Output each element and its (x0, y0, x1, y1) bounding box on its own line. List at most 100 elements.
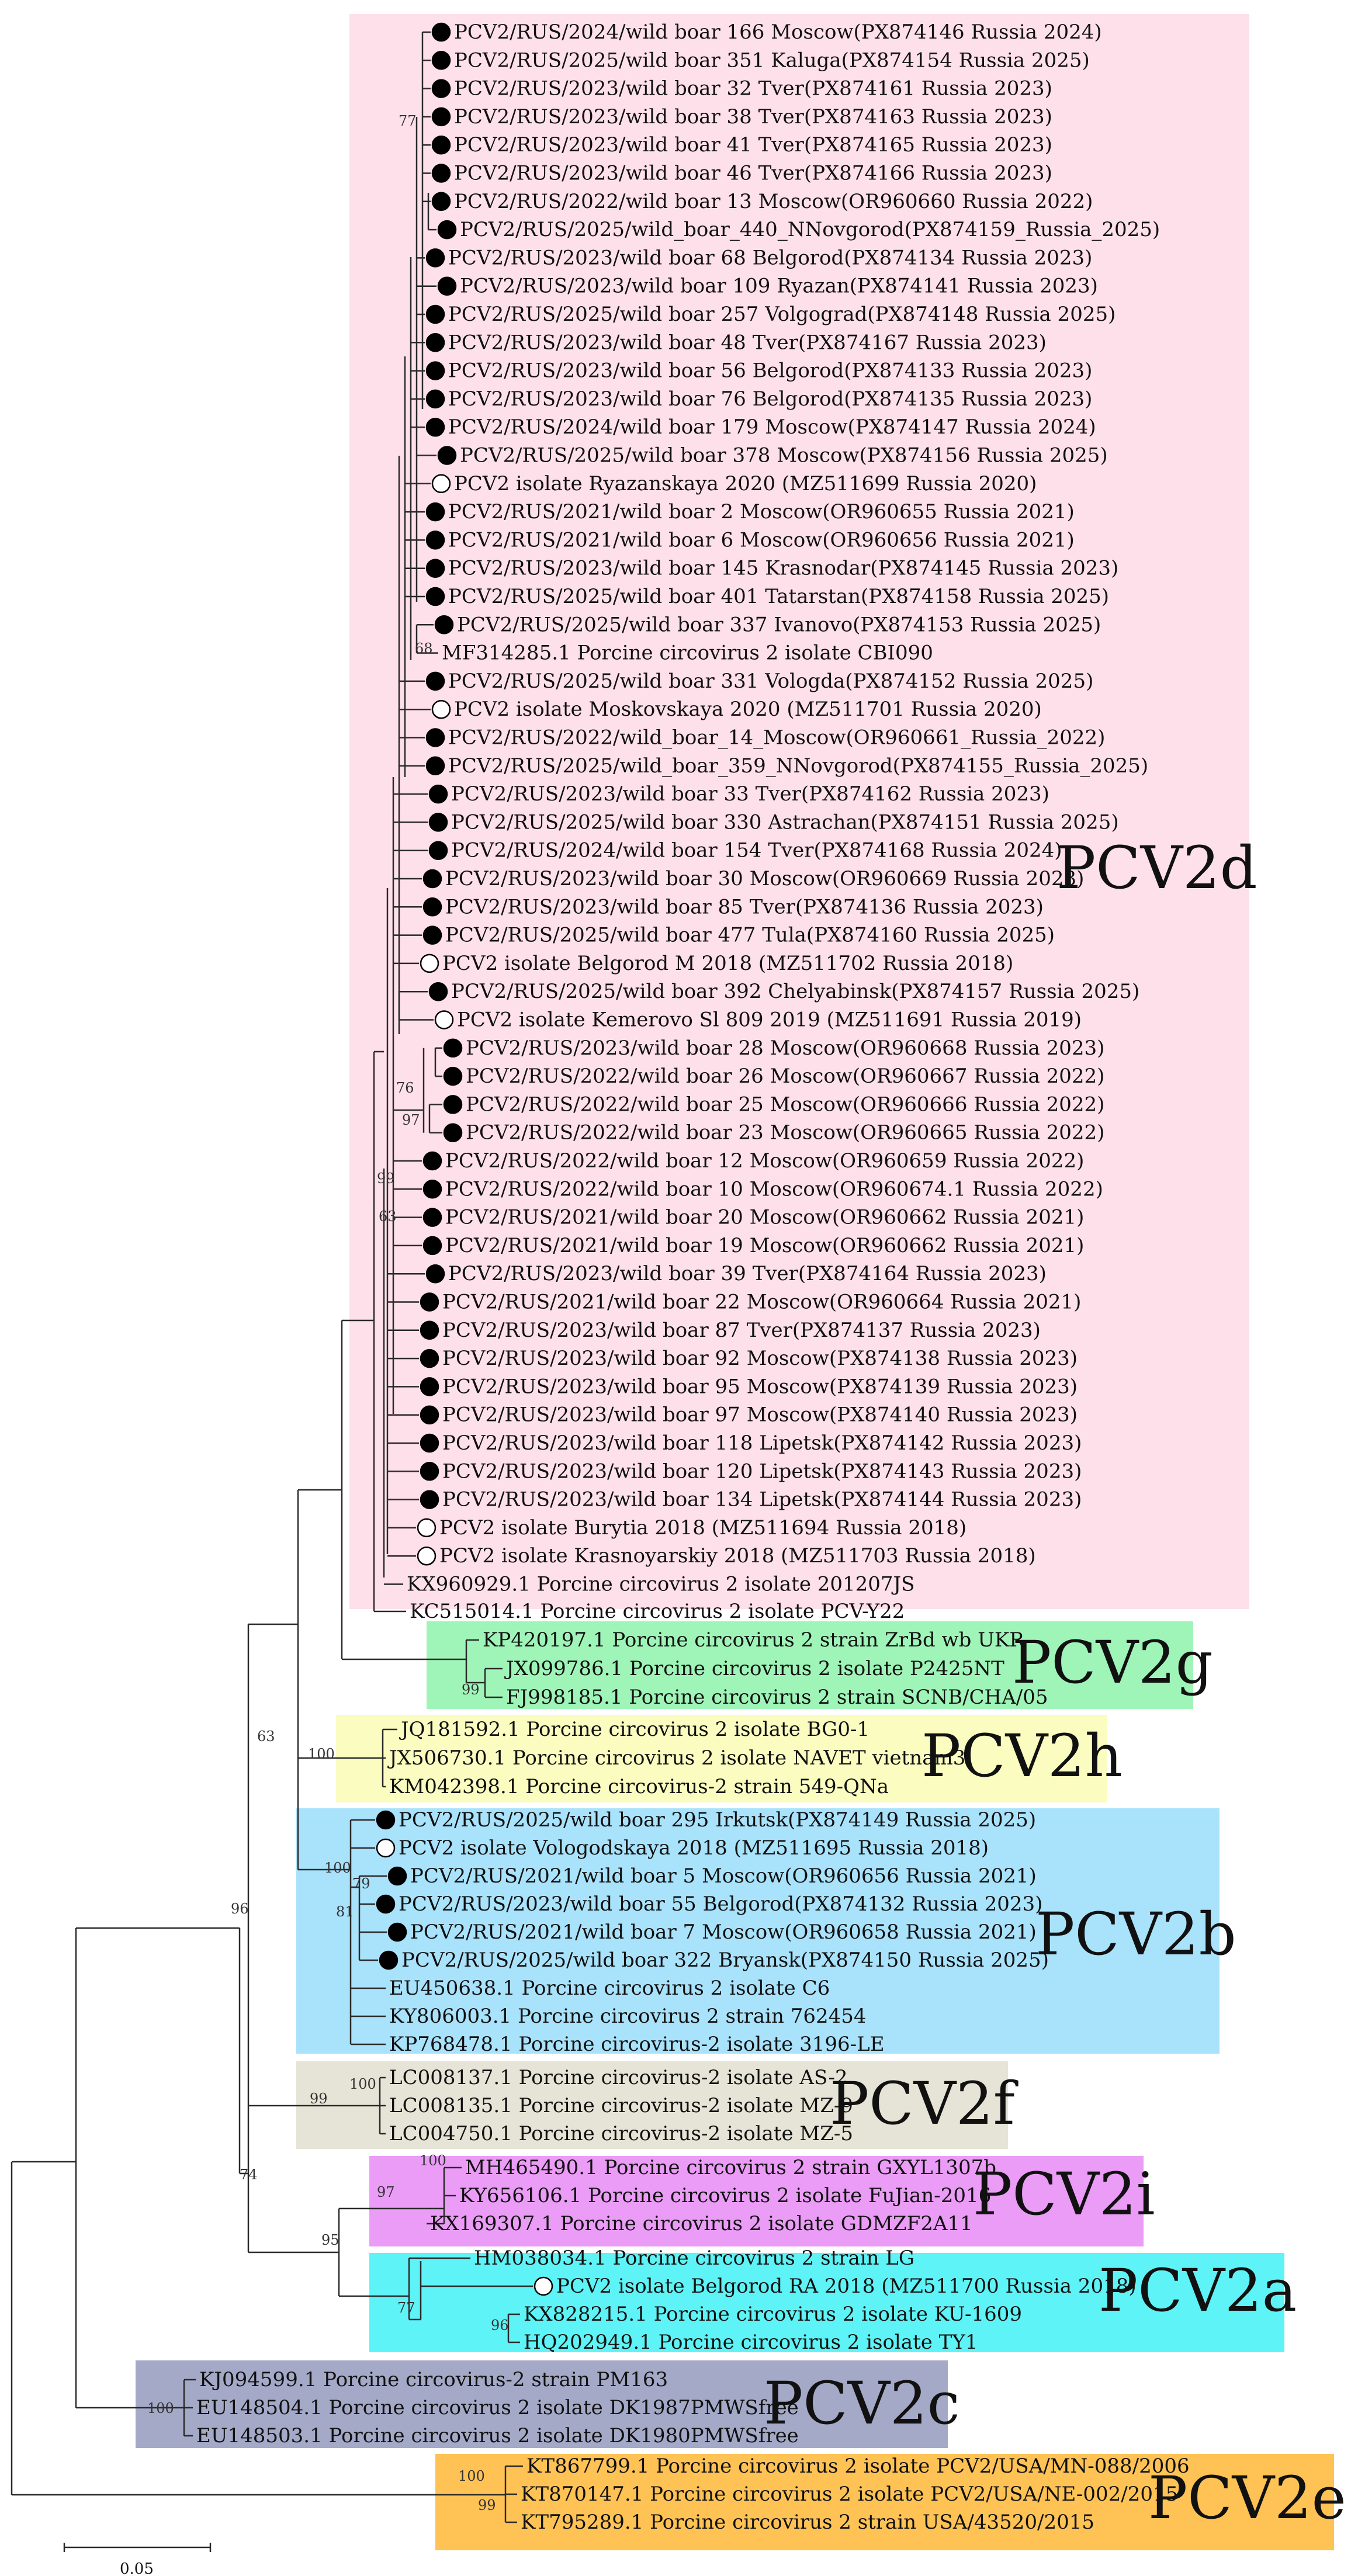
bootstrap-value: 77 (397, 2300, 415, 2316)
bootstrap-value: 97 (377, 2184, 395, 2200)
leaf-label: PCV2 isolate Belgorod M 2018 (MZ511702 R… (442, 952, 1013, 975)
leaf-label: MH465490.1 Porcine circovirus 2 strain G… (465, 2156, 996, 2179)
leaf-label: PCV2/RUS/2023/wild boar 92 Moscow(PX8741… (442, 1347, 1078, 1370)
leaf-label: PCV2/RUS/2025/wild boar 331 Vologda(PX87… (448, 670, 1093, 693)
open-circle-marker (434, 1010, 454, 1029)
clade-label-pcv2d: PCV2d (1056, 834, 1257, 902)
leaf-label: LC008137.1 Porcine circovirus-2 isolate … (389, 2066, 848, 2089)
filled-circle-marker (376, 1810, 396, 1830)
filled-circle-marker (425, 361, 445, 380)
bootstrap-value: 100 (420, 2152, 446, 2169)
clade-label-pcv2a: PCV2a (1099, 2256, 1297, 2325)
leaf-label: PCV2/RUS/2022/wild boar 26 Moscow(OR9606… (466, 1065, 1104, 1088)
filled-circle-marker (431, 164, 451, 183)
leaf-label: PCV2/RUS/2022/wild boar 10 Moscow(OR9606… (445, 1177, 1103, 1201)
bootstrap-value: 96 (491, 2317, 509, 2334)
leaf-label: PCV2/RUS/2023/wild boar 95 Moscow(PX8741… (442, 1375, 1078, 1398)
filled-circle-marker (420, 1462, 439, 1481)
bootstrap-value: 96 (231, 1901, 249, 1917)
leaf-label: KT795289.1 Porcine circovirus 2 strain U… (521, 2511, 1094, 2534)
leaf-label: PCV2/RUS/2023/wild boar 85 Tver(PX874136… (445, 895, 1044, 918)
filled-circle-marker (443, 1066, 463, 1086)
leaf-label: PCV2/RUS/2025/wild boar 378 Moscow(PX874… (460, 444, 1108, 467)
clade-box-pcv2c (136, 2360, 948, 2448)
leaf-label: PCV2/RUS/2025/wild boar 330 Astrachan(PX… (451, 810, 1119, 834)
clade-box-pcv2f (296, 2061, 1008, 2149)
leaf-label: PCV2/RUS/2022/wild boar 23 Moscow(OR9606… (466, 1121, 1104, 1145)
filled-circle-marker (425, 417, 445, 437)
bootstrap-value: 63 (379, 1208, 397, 1225)
leaf-label: EU148504.1 Porcine circovirus 2 isolate … (196, 2396, 799, 2419)
leaf-label: PCV2/RUS/2021/wild boar 6 Moscow(OR96065… (448, 528, 1075, 552)
filled-circle-marker (422, 1236, 442, 1256)
filled-circle-marker (420, 1292, 439, 1312)
bootstrap-value: 79 (352, 1875, 370, 1892)
filled-circle-marker (443, 1095, 463, 1114)
filled-circle-marker (420, 1377, 439, 1396)
open-circle-marker (431, 474, 451, 494)
filled-circle-marker (420, 1490, 439, 1509)
leaf-label: PCV2 isolate Belgorod RA 2018 (MZ511700 … (556, 2275, 1137, 2298)
leaf-label: HQ202949.1 Porcine circovirus 2 isolate … (524, 2331, 978, 2354)
leaf-label: PCV2/RUS/2025/wild boar 295 Irkutsk(PX87… (399, 1808, 1036, 1832)
leaf-label: FJ998185.1 Porcine circovirus 2 strain S… (506, 1686, 1048, 1709)
scale-bar-label: 0.05 (120, 2560, 154, 2576)
clade-box-pcv2a (369, 2253, 1284, 2352)
leaf-label: PCV2/RUS/2023/wild boar 55 Belgorod(PX87… (399, 1892, 1042, 1916)
filled-circle-marker (422, 897, 442, 917)
clade-label-pcv2c: PCV2c (764, 2369, 960, 2438)
leaf-label: PCV2/RUS/2023/wild boar 56 Belgorod(PX87… (448, 359, 1092, 383)
filled-circle-marker (443, 1038, 463, 1058)
bootstrap-value: 99 (478, 2497, 496, 2513)
filled-circle-marker (431, 51, 451, 70)
clade-label-pcv2g: PCV2g (1012, 1628, 1213, 1697)
leaf-label: PCV2/RUS/2023/wild boar 38 Tver(PX874163… (454, 105, 1052, 129)
leaf-label: HM038034.1 Porcine circovirus 2 strain L… (474, 2246, 914, 2270)
bootstrap-value: 100 (458, 2468, 485, 2484)
filled-circle-marker (428, 784, 448, 804)
filled-circle-marker (387, 1922, 407, 1942)
filled-circle-marker (425, 248, 445, 268)
bootstrap-value: 99 (462, 1681, 480, 1698)
filled-circle-marker (431, 79, 451, 98)
leaf-label: PCV2/RUS/2023/wild boar 87 Tver(PX874137… (442, 1319, 1041, 1342)
filled-circle-marker (425, 389, 445, 409)
bootstrap-value: 99 (310, 2090, 328, 2107)
filled-circle-marker (425, 671, 445, 691)
leaf-label: PCV2/RUS/2021/wild boar 19 Moscow(OR9606… (445, 1234, 1084, 1257)
leaf-label: KX169307.1 Porcine circovirus 2 isolate … (430, 2212, 973, 2235)
open-circle-marker (376, 1838, 396, 1858)
bootstrap-value: 76 (396, 1080, 414, 1096)
leaf-label: KT870147.1 Porcine circovirus 2 isolate … (521, 2483, 1178, 2506)
leaf-label: PCV2/RUS/2024/wild boar 154 Tver(PX87416… (451, 839, 1062, 862)
leaf-label: PCV2/RUS/2023/wild boar 41 Tver(PX874165… (454, 133, 1052, 157)
filled-circle-marker (420, 1348, 439, 1368)
leaf-label: PCV2/RUS/2023/wild boar 46 Tver(PX874166… (454, 162, 1052, 185)
leaf-label: PCV2/RUS/2025/wild boar 477 Tula(PX87416… (445, 924, 1055, 947)
filled-circle-marker (425, 531, 445, 550)
filled-circle-marker (422, 869, 442, 889)
bootstrap-value: 77 (399, 113, 417, 129)
leaf-label: PCV2/RUS/2022/wild boar 13 Moscow(OR9606… (454, 190, 1093, 213)
filled-circle-marker (425, 728, 445, 747)
bootstrap-value: 100 (308, 1746, 335, 1762)
filled-circle-marker (422, 1180, 442, 1199)
clade-box-pcv2b (296, 1808, 1220, 2054)
leaf-label: LC008135.1 Porcine circovirus-2 isolate … (389, 2094, 853, 2117)
filled-circle-marker (437, 220, 457, 240)
filled-circle-marker (425, 1264, 445, 1284)
clade-label-pcv2i: PCV2i (973, 2160, 1155, 2228)
filled-circle-marker (425, 304, 445, 324)
filled-circle-marker (387, 1866, 407, 1886)
leaf-label: KY656106.1 Porcine circovirus 2 isolate … (459, 2184, 991, 2207)
clade-box-pcv2e (435, 2454, 1334, 2550)
leaf-label: KP420197.1 Porcine circovirus 2 strain Z… (483, 1628, 1025, 1652)
leaf-label: PCV2 isolate Krasnoyarskiy 2018 (MZ51170… (439, 1544, 1036, 1568)
open-circle-marker (420, 954, 439, 973)
leaf-label: PCV2/RUS/2023/wild boar 68 Belgorod(PX87… (448, 246, 1092, 269)
filled-circle-marker (422, 1208, 442, 1227)
leaf-label: JX506730.1 Porcine circovirus 2 isolate … (387, 1746, 965, 1770)
clade-box-pcv2g (427, 1621, 1193, 1709)
leaf-label: PCV2/RUS/2023/wild boar 28 Moscow(OR9606… (466, 1036, 1104, 1060)
